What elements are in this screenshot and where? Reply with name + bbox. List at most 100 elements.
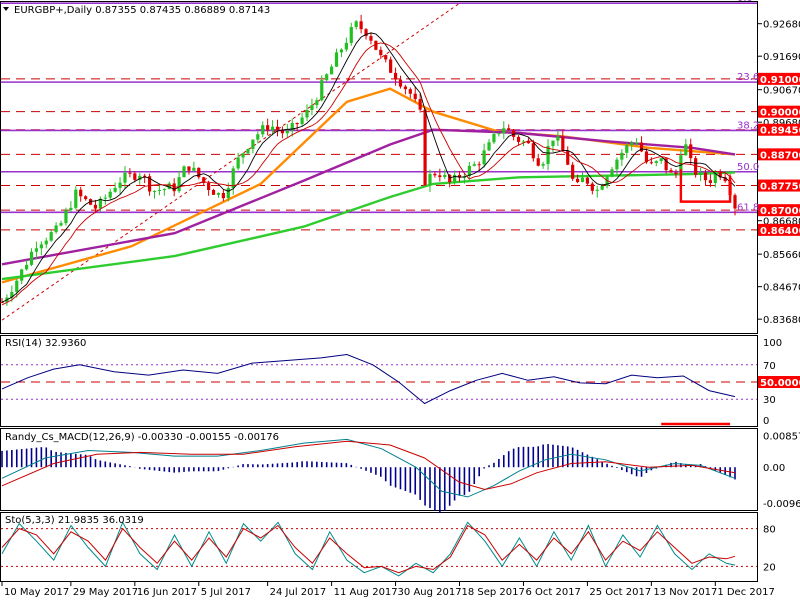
price-level-tag — [758, 105, 800, 118]
candle-body — [516, 136, 521, 142]
candle-body — [44, 240, 48, 245]
candle-body — [595, 189, 599, 191]
candle-body — [684, 144, 688, 156]
candle-body — [374, 40, 378, 50]
moving-average-line — [1, 128, 736, 266]
fib-level-label: 61.8 — [737, 202, 759, 213]
candle-body — [147, 176, 152, 192]
candle-body — [0, 302, 4, 304]
fib-level-label: 50.0 — [737, 162, 759, 173]
candle-body — [182, 166, 186, 178]
candle-body — [24, 264, 29, 270]
candle-body — [536, 158, 540, 166]
candle-body — [477, 164, 481, 166]
candle-body — [669, 170, 673, 173]
candle-body — [654, 161, 658, 163]
rsi-level-tag — [758, 376, 800, 388]
candle-body — [246, 148, 250, 154]
candle-body — [526, 141, 530, 144]
x-axis-label: 6 Oct 2017 — [525, 587, 580, 598]
candle-body — [718, 172, 722, 178]
candle-body — [241, 153, 245, 158]
candle-body — [177, 177, 181, 192]
candle-body — [723, 177, 727, 182]
candle-body — [226, 188, 230, 199]
target-bracket[interactable] — [679, 169, 732, 203]
candle-body — [133, 173, 137, 180]
candle-body — [635, 142, 639, 144]
candle-body — [236, 157, 240, 169]
candle-body — [551, 140, 555, 147]
candle-body — [492, 133, 496, 143]
candle-body — [571, 164, 575, 179]
candle-body — [157, 189, 162, 191]
fast-ma-line — [1, 42, 736, 306]
candle-body — [167, 183, 171, 190]
x-axis-label: 11 Aug 2017 — [334, 587, 398, 598]
candle-body — [398, 79, 403, 87]
fib-trendline[interactable] — [1, 2, 460, 321]
candle-body — [541, 163, 545, 166]
candle-body — [364, 29, 368, 37]
candle-body — [261, 125, 265, 135]
rsi-pane — [0, 335, 758, 427]
candle-body — [457, 174, 462, 178]
x-axis-label: 30 Aug 2017 — [398, 587, 462, 598]
candle-body — [659, 158, 663, 162]
candle-body — [689, 144, 693, 159]
candle-body — [433, 173, 437, 176]
candle-body — [497, 133, 501, 135]
candle-body — [290, 122, 294, 131]
candle-body — [93, 204, 98, 209]
candle-body — [389, 59, 393, 73]
candle-body — [452, 174, 457, 183]
candle-body — [202, 177, 206, 183]
candle-body — [59, 223, 63, 226]
candle-body — [84, 196, 88, 200]
candle-body — [620, 152, 624, 160]
macd-line — [1, 438, 736, 498]
x-axis-label: 16 Jun 2017 — [137, 587, 197, 598]
candle-body — [438, 175, 442, 178]
x-axis-label: 1 Dec 2017 — [717, 587, 775, 598]
stoch-axis-label: 20 — [763, 562, 776, 573]
candle-body — [664, 158, 668, 171]
candle-body — [379, 49, 383, 56]
candle-body — [703, 172, 708, 181]
rsi-header: RSI(14) 32.9360 — [5, 338, 86, 349]
candle-body — [211, 190, 216, 195]
stoch-axis-label: 80 — [763, 525, 776, 536]
x-axis-label: 25 Oct 2017 — [589, 587, 651, 598]
candle-body — [393, 72, 398, 80]
dropdown-icon[interactable] — [3, 7, 9, 11]
candle-body — [443, 174, 447, 178]
x-axis-label: 29 May 2017 — [73, 587, 138, 598]
x-axis-label: 18 Sep 2017 — [462, 587, 525, 598]
candle-body — [138, 175, 142, 180]
candle-body — [639, 142, 644, 152]
stoch-line — [1, 521, 736, 577]
candle-body — [330, 66, 334, 75]
stoch-layer: 80 20 — [1, 521, 776, 577]
fib-level-label: 38.2 — [737, 120, 759, 131]
rsi-axis-label: 70 — [763, 361, 776, 372]
candle-body — [108, 191, 112, 198]
candle-body — [118, 182, 122, 188]
candle-body — [339, 49, 344, 53]
price-level-tag — [758, 72, 800, 85]
stoch-line — [1, 524, 736, 574]
candle-body — [423, 109, 427, 185]
candle-body — [698, 172, 703, 175]
price-level-tag — [758, 223, 800, 236]
candle-body — [625, 145, 629, 153]
candle-body — [49, 232, 53, 241]
candle-body — [713, 172, 717, 183]
candle-body — [630, 142, 634, 146]
